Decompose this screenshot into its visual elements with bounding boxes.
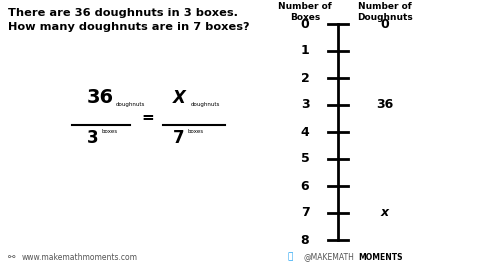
Text: doughnuts: doughnuts	[191, 102, 220, 107]
Text: 4: 4	[300, 126, 310, 139]
Text: 36: 36	[86, 88, 114, 107]
Text: ⚯: ⚯	[8, 252, 15, 262]
Text: X: X	[173, 89, 185, 107]
Text: 3: 3	[87, 129, 99, 147]
Text: 8: 8	[300, 234, 309, 247]
Text: 7: 7	[300, 207, 310, 220]
Text: 1: 1	[300, 45, 310, 58]
Text: 🐦: 🐦	[288, 252, 293, 262]
Text: MOMENTS: MOMENTS	[358, 252, 403, 262]
Text: 0: 0	[300, 18, 310, 31]
Text: doughnuts: doughnuts	[116, 102, 145, 107]
Text: 5: 5	[300, 153, 310, 166]
Text: Number of
Doughnuts: Number of Doughnuts	[357, 2, 413, 22]
Text: x: x	[381, 207, 389, 220]
Text: 2: 2	[300, 72, 310, 85]
Text: www.makemathmoments.com: www.makemathmoments.com	[22, 252, 138, 262]
Text: boxes: boxes	[101, 129, 117, 134]
Text: 3: 3	[300, 99, 309, 112]
Text: 0: 0	[381, 18, 389, 31]
Text: @MAKEMATH: @MAKEMATH	[303, 252, 354, 262]
Text: 36: 36	[376, 99, 394, 112]
Text: There are 36 doughnuts in 3 boxes.: There are 36 doughnuts in 3 boxes.	[8, 8, 238, 18]
Text: How many doughnuts are in 7 boxes?: How many doughnuts are in 7 boxes?	[8, 22, 250, 32]
Text: 7: 7	[173, 129, 185, 147]
Text: 6: 6	[300, 180, 309, 193]
Text: boxes: boxes	[187, 129, 203, 134]
Text: Number of
Boxes: Number of Boxes	[278, 2, 332, 22]
Text: =: =	[142, 110, 155, 126]
